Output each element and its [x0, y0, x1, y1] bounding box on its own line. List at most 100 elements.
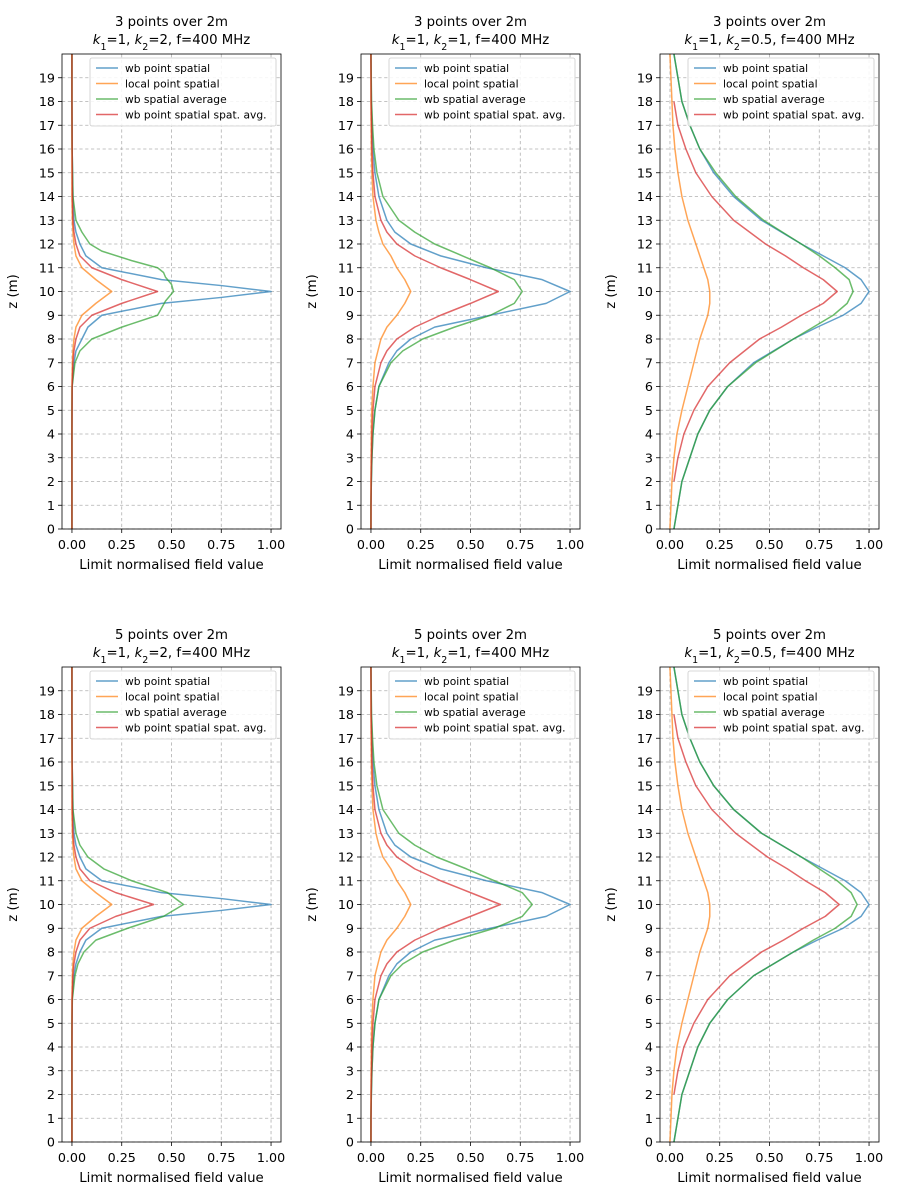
- y-tick-label: 4: [346, 427, 354, 442]
- y-tick-label: 16: [637, 755, 653, 770]
- x-tick-label: 1.00: [556, 1150, 584, 1165]
- y-tick-label: 14: [637, 189, 653, 204]
- y-tick-label: 13: [338, 826, 354, 841]
- y-tick-label: 10: [338, 897, 354, 912]
- y-tick-label: 16: [338, 142, 354, 157]
- y-tick-label: 12: [637, 850, 653, 865]
- subplot-title: 3 points over 2m: [115, 15, 228, 30]
- y-tick-label: 18: [338, 94, 354, 109]
- y-tick-label: 15: [338, 778, 354, 793]
- y-tick-label: 3: [47, 450, 55, 465]
- y-tick-label: 7: [645, 968, 653, 983]
- y-tick-label: 16: [39, 142, 55, 157]
- x-tick-label: 0.75: [805, 1150, 833, 1165]
- series-line-wb-point-spatial-spat-avg: [370, 666, 502, 1143]
- subplot-title: 3 points over 2m: [713, 15, 826, 30]
- x-tick-label: 0.75: [506, 1150, 534, 1165]
- y-tick-label: 0: [346, 1135, 354, 1150]
- y-tick-label: 2: [346, 474, 354, 489]
- subplot-title: 5 points over 2m: [713, 628, 826, 643]
- y-tick-label: 17: [338, 731, 354, 746]
- x-tick-label: 0.50: [456, 537, 484, 552]
- subplot-title: 5 points over 2m: [115, 628, 228, 643]
- y-tick-label: 8: [346, 332, 354, 347]
- y-tick-label: 16: [637, 142, 653, 157]
- y-tick-label: 8: [47, 945, 55, 960]
- y-tick-label: 8: [645, 945, 653, 960]
- subplot-3: 3 points over 2m k1=1, k2=0.5, f=400 MHz 0…: [604, 15, 883, 573]
- x-tick-label: 1.00: [855, 537, 883, 552]
- y-tick-label: 5: [346, 1016, 354, 1031]
- x-tick-label: 0.25: [706, 537, 734, 552]
- x-tick-label: 0.25: [706, 1150, 734, 1165]
- series-line-local-point-spatial: [370, 667, 412, 1142]
- legend-box: [388, 57, 576, 127]
- y-tick-label: 10: [338, 284, 354, 299]
- legend-entry-label: wb point spatial spat. avg.: [723, 108, 865, 121]
- x-tick-label: 0.50: [157, 537, 185, 552]
- y-tick-label: 7: [346, 355, 354, 370]
- y-tick-label: 19: [637, 683, 653, 698]
- y-tick-label: 13: [39, 213, 55, 228]
- y-tick-label: 9: [346, 921, 354, 936]
- legend-box: [89, 57, 277, 127]
- y-tick-label: 11: [338, 873, 354, 888]
- subplot-6: 5 points over 2m k1=1, k2=0.5, f=400 MHz 0…: [604, 628, 883, 1186]
- subplot-1: 3 points over 2m k1=1, k2=2, f=400 MHz 0.0…: [6, 15, 285, 573]
- x-axis-label: Limit normalised field value: [79, 1171, 264, 1186]
- y-tick-label: 11: [39, 873, 55, 888]
- y-tick-label: 14: [39, 189, 55, 204]
- y-tick-label: 4: [645, 1040, 653, 1055]
- y-tick-label: 15: [39, 778, 55, 793]
- y-tick-label: 1: [645, 498, 653, 513]
- legend-entry-label: local point spatial: [723, 77, 818, 90]
- series-line-local-point-spatial: [370, 54, 412, 529]
- x-tick-label: 0.00: [656, 1150, 684, 1165]
- legend: wb point spatial local point spatial wb sp…: [687, 670, 875, 740]
- x-tick-label: 0.50: [157, 1150, 185, 1165]
- x-tick-label: 0.75: [207, 537, 235, 552]
- x-axis-label: Limit normalised field value: [677, 1171, 862, 1186]
- legend-entry-label: wb point spatial: [723, 62, 808, 75]
- y-tick-label: 0: [346, 522, 354, 537]
- y-tick-label: 17: [637, 731, 653, 746]
- legend-entry-label: wb point spatial: [125, 62, 210, 75]
- y-tick-label: 3: [346, 1063, 354, 1078]
- x-tick-label: 0.75: [207, 1150, 235, 1165]
- y-tick-label: 3: [645, 1063, 653, 1078]
- series-line-wb-spatial-average: [673, 666, 858, 1143]
- legend-entry-label: wb point spatial spat. avg.: [424, 721, 566, 734]
- x-tick-label: 0.25: [108, 1150, 136, 1165]
- y-tick-label: 8: [47, 332, 55, 347]
- series-line-wb-spatial-average: [673, 53, 854, 530]
- subplot-subtitle: k1=1, k2=2, f=400 MHz: [93, 33, 251, 53]
- y-tick-label: 1: [47, 1111, 55, 1126]
- subplot-5: 5 points over 2m k1=1, k2=1, f=400 MHz 0.0…: [305, 628, 584, 1186]
- y-tick-label: 1: [346, 498, 354, 513]
- subplot-4: 5 points over 2m k1=1, k2=2, f=400 MHz 0.0…: [6, 628, 285, 1186]
- y-tick-label: 0: [645, 522, 653, 537]
- y-tick-label: 1: [346, 1111, 354, 1126]
- legend-entry-label: local point spatial: [125, 77, 220, 90]
- y-tick-label: 12: [637, 237, 653, 252]
- y-tick-label: 17: [637, 118, 653, 133]
- y-tick-label: 7: [47, 355, 55, 370]
- legend-entry-label: wb point spatial: [424, 675, 509, 688]
- legend-entry-label: wb point spatial: [723, 675, 808, 688]
- y-tick-label: 4: [346, 1040, 354, 1055]
- y-tick-label: 8: [645, 332, 653, 347]
- legend-entry-label: local point spatial: [424, 690, 519, 703]
- legend-entry-label: wb spatial average: [424, 93, 526, 106]
- y-tick-label: 11: [637, 873, 653, 888]
- y-tick-label: 16: [338, 755, 354, 770]
- series-line-wb-point-spatial-spat-avg: [71, 54, 159, 529]
- y-tick-label: 7: [346, 968, 354, 983]
- legend-entry-label: local point spatial: [125, 690, 220, 703]
- y-axis-label: z (m): [604, 887, 619, 922]
- legend-entry-label: wb spatial average: [723, 93, 825, 106]
- subplot-title: 5 points over 2m: [414, 628, 527, 643]
- legend: wb point spatial local point spatial wb sp…: [89, 57, 277, 127]
- y-tick-label: 7: [645, 355, 653, 370]
- subplot-subtitle: k1=1, k2=0.5, f=400 MHz: [684, 646, 854, 666]
